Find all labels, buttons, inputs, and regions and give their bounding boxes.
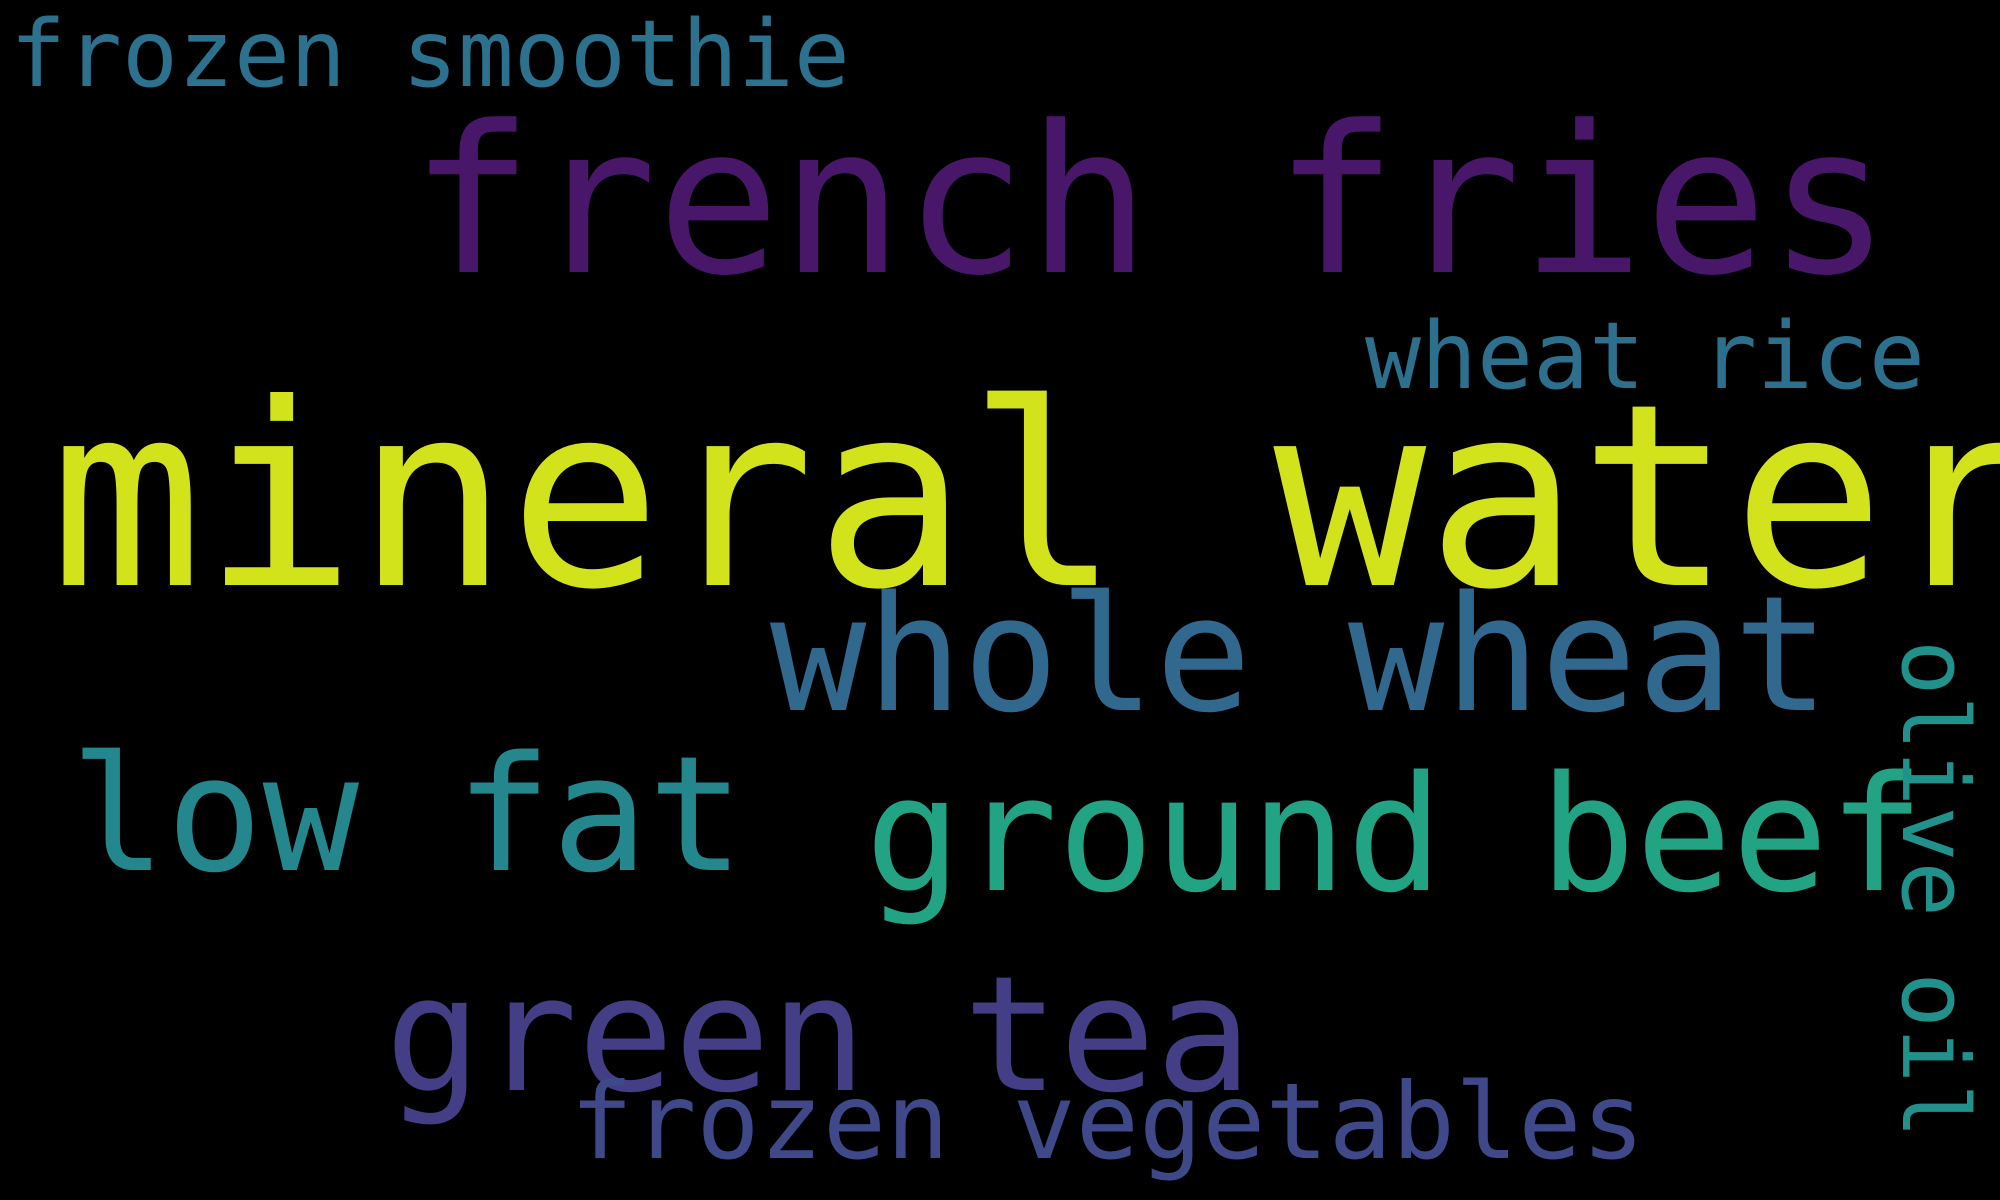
word-mineral-water: mineral water — [50, 349, 2000, 645]
word-ground-beef: ground beef — [865, 741, 1925, 928]
word-frozen-vegetables: frozen vegetables — [570, 1061, 1645, 1183]
word-low-fat: low fat — [70, 721, 745, 908]
word-frozen-smoothie: frozen smoothie — [10, 0, 850, 108]
word-olive-oil: olive oil — [1881, 640, 1988, 1139]
word-whole-wheat: whole wheat — [770, 561, 1830, 748]
word-green-tea: green tea — [385, 941, 1252, 1128]
word-french-fries: french fries — [410, 83, 1892, 321]
word-wheat-rice: wheat rice — [1365, 302, 1925, 410]
